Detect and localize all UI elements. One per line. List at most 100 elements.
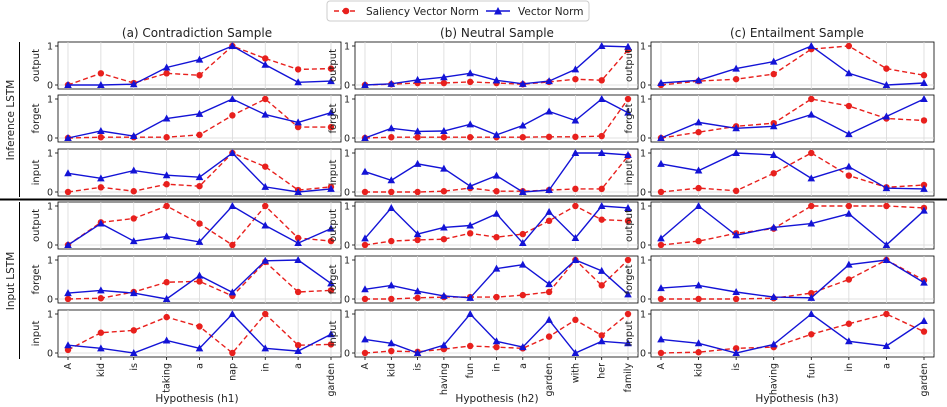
saliency-point [327, 341, 335, 348]
group-label-input: Input LSTM [5, 252, 17, 311]
saliency-point [770, 170, 777, 177]
saliency-point [545, 217, 553, 225]
saliency-point [770, 70, 777, 78]
saliency-point [808, 95, 815, 103]
saliency-point [598, 282, 605, 289]
vector-point [162, 171, 171, 179]
saliency-point [845, 42, 853, 50]
vector-point [64, 341, 72, 349]
panel-1-1: 0 1 forget [328, 95, 639, 145]
gate-label-output: output [31, 49, 42, 82]
saliency-point [388, 188, 395, 196]
vector-point [694, 339, 703, 347]
saliency-point [845, 276, 853, 283]
vector-point [294, 347, 302, 355]
panel-1-2: 0 1 input [328, 149, 639, 199]
vector-point [597, 266, 606, 274]
vector-point [466, 120, 474, 128]
vector-point [294, 239, 302, 247]
saliency-point [657, 349, 665, 357]
x-tick-label: kid [386, 363, 397, 377]
vector-point [294, 188, 302, 195]
vector-point [129, 132, 138, 140]
saliency-point [294, 342, 302, 349]
vector-point [413, 349, 422, 356]
vector-point [413, 159, 422, 167]
vector-point [624, 108, 632, 116]
vector-point [327, 184, 335, 192]
y-tick-label: 1 [640, 310, 646, 321]
vector-point [624, 42, 632, 50]
gate-label-input: input [31, 321, 42, 347]
vector-point [466, 182, 474, 190]
panel-0-3: 0 1 output [31, 202, 342, 252]
vector-point [845, 260, 853, 268]
saliency-point [845, 202, 853, 210]
gate-label-input: input [31, 160, 42, 186]
y-tick-label: 0 [47, 241, 53, 252]
vector-point [597, 337, 606, 345]
y-tick-label: 0 [344, 188, 350, 199]
gate-label-output: output [624, 209, 635, 242]
legend-vector-marker [494, 7, 502, 15]
vector-point [440, 341, 448, 349]
saliency-point [808, 202, 815, 210]
saliency-point [572, 75, 579, 83]
legend-box [326, 0, 590, 22]
y-tick-label: 1 [344, 202, 350, 213]
saliency-point [163, 181, 170, 188]
y-tick-label: 0 [344, 134, 350, 145]
panel-0-0: 0 1 output [31, 42, 342, 92]
panel-2-3: 0 1 output [624, 202, 935, 252]
vector-point [261, 256, 270, 264]
vector-point [492, 209, 501, 217]
saliency-point [97, 134, 105, 141]
vector-point [129, 237, 138, 245]
column-title-a: (a) Contradiction Sample [122, 26, 272, 40]
vector-point [571, 149, 580, 156]
vector-point [228, 288, 237, 296]
saliency-point [493, 188, 500, 195]
vector-point [920, 317, 928, 325]
vector-point [769, 150, 778, 158]
y-tick-label: 0 [47, 188, 53, 199]
saliency-point [327, 287, 335, 294]
y-tick-label: 1 [640, 256, 646, 267]
saliency-point [163, 70, 170, 77]
vector-point [440, 164, 448, 172]
vector-point [261, 110, 270, 118]
gate-label-forget: forget [328, 264, 339, 294]
y-tick-label: 0 [640, 134, 646, 145]
vector-point [129, 80, 138, 88]
saliency-point [920, 72, 928, 79]
vector-point [597, 95, 606, 102]
vector-point [571, 233, 580, 241]
saliency-point [361, 349, 369, 357]
vector-point [466, 69, 474, 77]
y-tick-label: 0 [640, 241, 646, 252]
vector-point [387, 79, 396, 87]
saliency-point [361, 241, 369, 249]
vector-point [327, 330, 335, 338]
vector-point [845, 69, 853, 77]
saliency-line [660, 313, 925, 354]
vector-point [97, 81, 105, 88]
panel-2-1: 0 1 forget [624, 95, 935, 145]
y-tick-label: 0 [344, 349, 350, 360]
vector-point [387, 203, 396, 211]
saliency-point [657, 295, 665, 303]
gate-label-input: input [624, 321, 635, 347]
x-axis-label-c: Hypothesis (h3) [755, 393, 838, 405]
saliency-point [732, 295, 740, 303]
vector-point [807, 219, 816, 227]
saliency-point [440, 79, 448, 87]
vector-point [466, 310, 474, 317]
vector-point [64, 134, 72, 141]
vector-line [660, 45, 925, 86]
saliency-point [64, 188, 72, 196]
y-tick-label: 0 [344, 241, 350, 252]
vector-point [732, 231, 740, 239]
column-title-b: (b) Neutral Sample [440, 26, 554, 40]
legend-saliency-label: Saliency Vector Norm [366, 6, 479, 18]
